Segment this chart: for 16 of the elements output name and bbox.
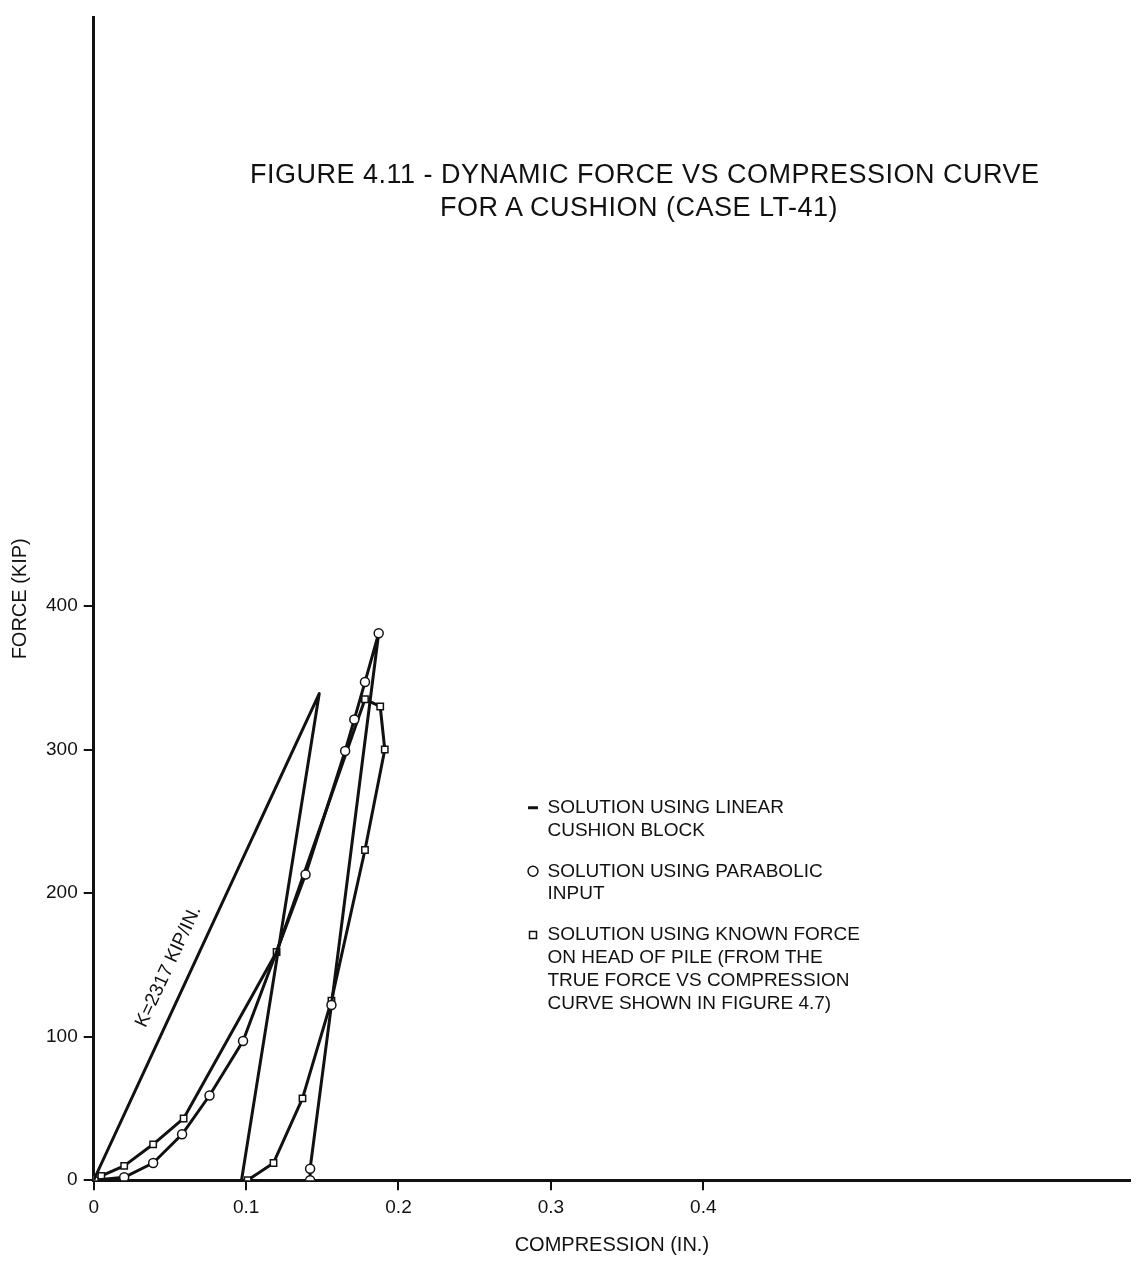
x-tick-label: 0 <box>88 1195 99 1217</box>
x-tick-label: 0.2 <box>385 1195 412 1217</box>
y-tick-label: 0 <box>67 1168 78 1190</box>
x-tick-label: 0.4 <box>690 1195 717 1217</box>
x-tick-label: 0.1 <box>232 1195 260 1217</box>
x-axis-title: COMPRESSION (IN.) <box>514 1232 710 1255</box>
legend-label: SOLUTION USING KNOWN FORCE ON HEAD OF PILE (FROM THE TRUE FORCE VS COMPRESSION CURVE SHOWN IN FIGURE 4.7) <box>547 923 860 1013</box>
x-tick-label: 0.3 <box>537 1195 565 1217</box>
legend-label: SOLUTION USING PARABOLIC INPUT <box>547 859 823 904</box>
legend-label: SOLUTION USING LINEAR CUSHION BLOCK <box>547 795 784 840</box>
y-tick-label: 200 <box>46 881 78 903</box>
text: FIGURE 4.11 - DYNAMIC FORCE VS COMPRESSION CURVE FOR A CUSHION (CASE LT-41) <box>250 158 1041 224</box>
y-axis-title: FORCE (KIP) <box>7 538 30 660</box>
y-tick-label: 300 <box>46 737 78 759</box>
y-tick-label: 100 <box>46 1024 78 1046</box>
y-tick-label: 400 <box>46 594 78 616</box>
